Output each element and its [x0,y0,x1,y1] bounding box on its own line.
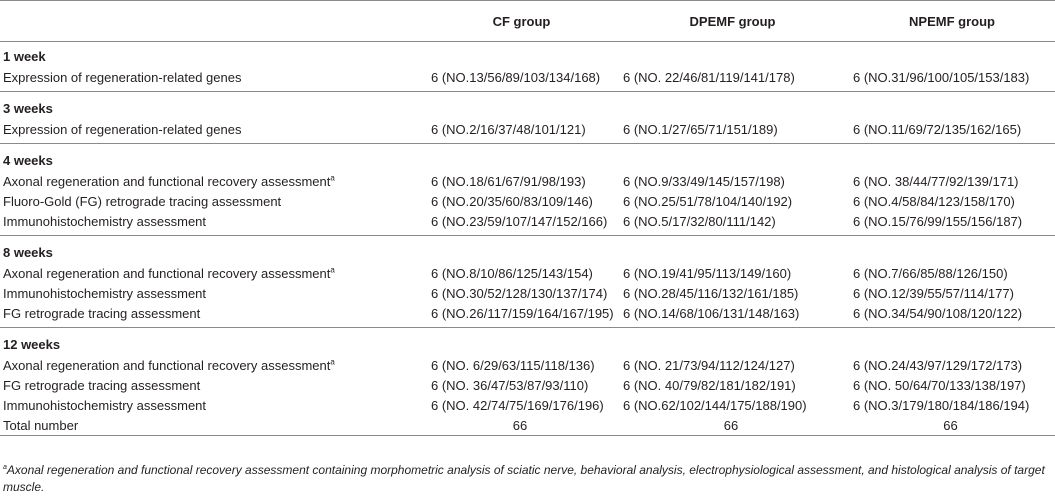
header-cf-group: CF group [424,0,616,42]
row-label-text: Immunohistochemistry assessment [3,285,207,301]
cell-dpemf-group: 6 (NO. 21/73/94/112/124/127) [623,357,795,373]
row-label: Axonal regeneration and functional recov… [0,355,424,375]
section-title: 1 week [3,48,46,64]
section-header-row: 3 weeks [0,92,1055,120]
total-cf-group: 66 [424,415,616,436]
cell-dpemf-group: 6 (NO.5/17/32/80/111/142) [616,211,846,236]
cell-npemf-group: 6 (NO.15/76/99/155/156/187) [846,211,1055,236]
cell-npemf-group: 6 (NO.31/96/100/105/153/183) [846,67,1055,92]
cell-dpemf-group: 6 (NO. 22/46/81/119/141/178) [616,67,846,92]
allocation-table: CF group DPEMF group NPEMF group 1 week E… [0,0,1055,436]
header-row: CF group DPEMF group NPEMF group [0,0,1055,42]
footnote-marker: a [330,173,335,183]
footnote: aAxonal regeneration and functional reco… [3,462,1048,496]
table-body: 1 week Expression of regeneration-related… [0,42,1055,436]
row-label-text: Expression of regeneration-related genes [3,121,242,137]
table-row: Expression of regeneration-related genes… [0,67,1055,92]
cell-npemf-group: 6 (NO.12/39/55/57/114/177) [853,285,1014,301]
table-row: Expression of regeneration-related genes… [0,119,1055,144]
cell-dpemf-group: 6 (NO.1/27/65/71/151/189) [616,119,846,144]
cell-dpemf-group: 6 (NO.25/51/78/104/140/192) [623,193,793,209]
row-label: Immunohistochemistry assessment [0,283,424,303]
cell-cf-group: 6 (NO.8/10/86/125/143/154) [431,265,593,281]
section-header-row: 12 weeks [0,328,1055,356]
header-blank [0,0,424,42]
row-label-text: Immunohistochemistry assessment [3,397,207,413]
row-label: Axonal regeneration and functional recov… [0,171,424,191]
total-row: Total number 66 66 66 [0,415,1055,436]
cell-cf-group: 6 (NO.23/59/107/147/152/166) [424,211,616,236]
cell-npemf-group: 6 (NO. 50/64/70/133/138/197) [853,377,1026,393]
header-dpemf-group: DPEMF group [616,0,846,42]
cell-npemf-group: 6 (NO.3/179/180/184/186/194) [853,397,1030,413]
cell-npemf-group: 6 (NO.7/66/85/88/126/150) [853,265,1008,281]
row-label: Expression of regeneration-related genes [0,119,424,144]
cell-npemf-group: 6 (NO.24/43/97/129/172/173) [853,357,1023,373]
section-header-row: 8 weeks [0,236,1055,264]
section-title: 4 weeks [3,152,53,168]
section-header-row: 4 weeks [0,144,1055,172]
row-label: FG retrograde tracing assessment [0,303,424,328]
table-row: Immunohistochemistry assessment 6 (NO. 42… [0,395,1055,415]
row-label-text: Immunohistochemistry assessment [3,213,207,229]
cell-dpemf-group: 6 (NO.62/102/144/175/188/190) [623,397,807,413]
table-row: Axonal regeneration and functional recov… [0,355,1055,375]
total-npemf-group: 66 [846,415,1055,436]
cell-cf-group: 6 (NO. 6/29/63/115/118/136) [431,357,595,373]
table-row: Axonal regeneration and functional recov… [0,171,1055,191]
cell-cf-group: 6 (NO.30/52/128/130/137/174) [431,285,608,301]
cell-npemf-group: 6 (NO.4/58/84/123/158/170) [853,193,1015,209]
row-label: Immunohistochemistry assessment [0,395,424,415]
cell-npemf-group: 6 (NO.34/54/90/108/120/122) [846,303,1055,328]
total-dpemf-group: 66 [616,415,846,436]
row-label-text: FG retrograde tracing assessment [3,305,201,321]
row-label-text: Axonal regeneration and functional recov… [3,357,331,373]
cell-dpemf-group: 6 (NO.28/45/116/132/161/185) [623,285,799,301]
cell-dpemf-group: 6 (NO.9/33/49/145/157/198) [623,173,785,189]
cell-npemf-group: 6 (NO.11/69/72/135/162/165) [846,119,1055,144]
row-label: Expression of regeneration-related genes [0,67,424,92]
total-label: Total number [0,415,424,436]
table-row: Immunohistochemistry assessment 6 (NO.23/… [0,211,1055,236]
header-npemf-group: NPEMF group [846,0,1055,42]
row-label: Immunohistochemistry assessment [0,211,424,236]
table-row: Immunohistochemistry assessment 6 (NO.30/… [0,283,1055,303]
section-title: 12 weeks [3,336,61,352]
row-label-text: Fluoro-Gold (FG) retrograde tracing asse… [3,193,282,209]
footnote-text: Axonal regeneration and functional recov… [3,463,1045,494]
cell-dpemf-group: 6 (NO. 40/79/82/181/182/191) [623,377,796,393]
cell-cf-group: 6 (NO.20/35/60/83/109/146) [431,193,593,209]
row-label: Axonal regeneration and functional recov… [0,263,424,283]
row-label-text: Expression of regeneration-related genes [3,69,242,85]
cell-cf-group: 6 (NO.26/117/159/164/167/195) [424,303,616,328]
table-row: FG retrograde tracing assessment 6 (NO.26… [0,303,1055,328]
cell-cf-group: 6 (NO.13/56/89/103/134/168) [424,67,616,92]
row-label-text: FG retrograde tracing assessment [3,377,201,393]
row-label-text: Axonal regeneration and functional recov… [3,173,331,189]
cell-dpemf-group: 6 (NO.19/41/95/113/149/160) [623,265,792,281]
row-label: FG retrograde tracing assessment [0,375,424,395]
cell-dpemf-group: 6 (NO.14/68/106/131/148/163) [616,303,846,328]
table-row: Fluoro-Gold (FG) retrograde tracing asse… [0,191,1055,211]
section-title: 8 weeks [3,244,53,260]
footnote-marker: a [330,357,335,367]
table-row: FG retrograde tracing assessment 6 (NO. 3… [0,375,1055,395]
row-label-text: Axonal regeneration and functional recov… [3,265,331,281]
table-row: Axonal regeneration and functional recov… [0,263,1055,283]
cell-cf-group: 6 (NO. 42/74/75/169/176/196) [431,397,604,413]
footnote-mark: a [3,464,7,471]
cell-cf-group: 6 (NO.2/16/37/48/101/121) [424,119,616,144]
cell-npemf-group: 6 (NO. 38/44/77/92/139/171) [853,173,1019,189]
cell-cf-group: 6 (NO.18/61/67/91/98/193) [431,173,586,189]
section-title: 3 weeks [3,100,53,116]
cell-cf-group: 6 (NO. 36/47/53/87/93/110) [431,377,589,393]
row-label: Fluoro-Gold (FG) retrograde tracing asse… [0,191,424,211]
footnote-marker: a [330,265,335,275]
section-header-row: 1 week [0,42,1055,68]
